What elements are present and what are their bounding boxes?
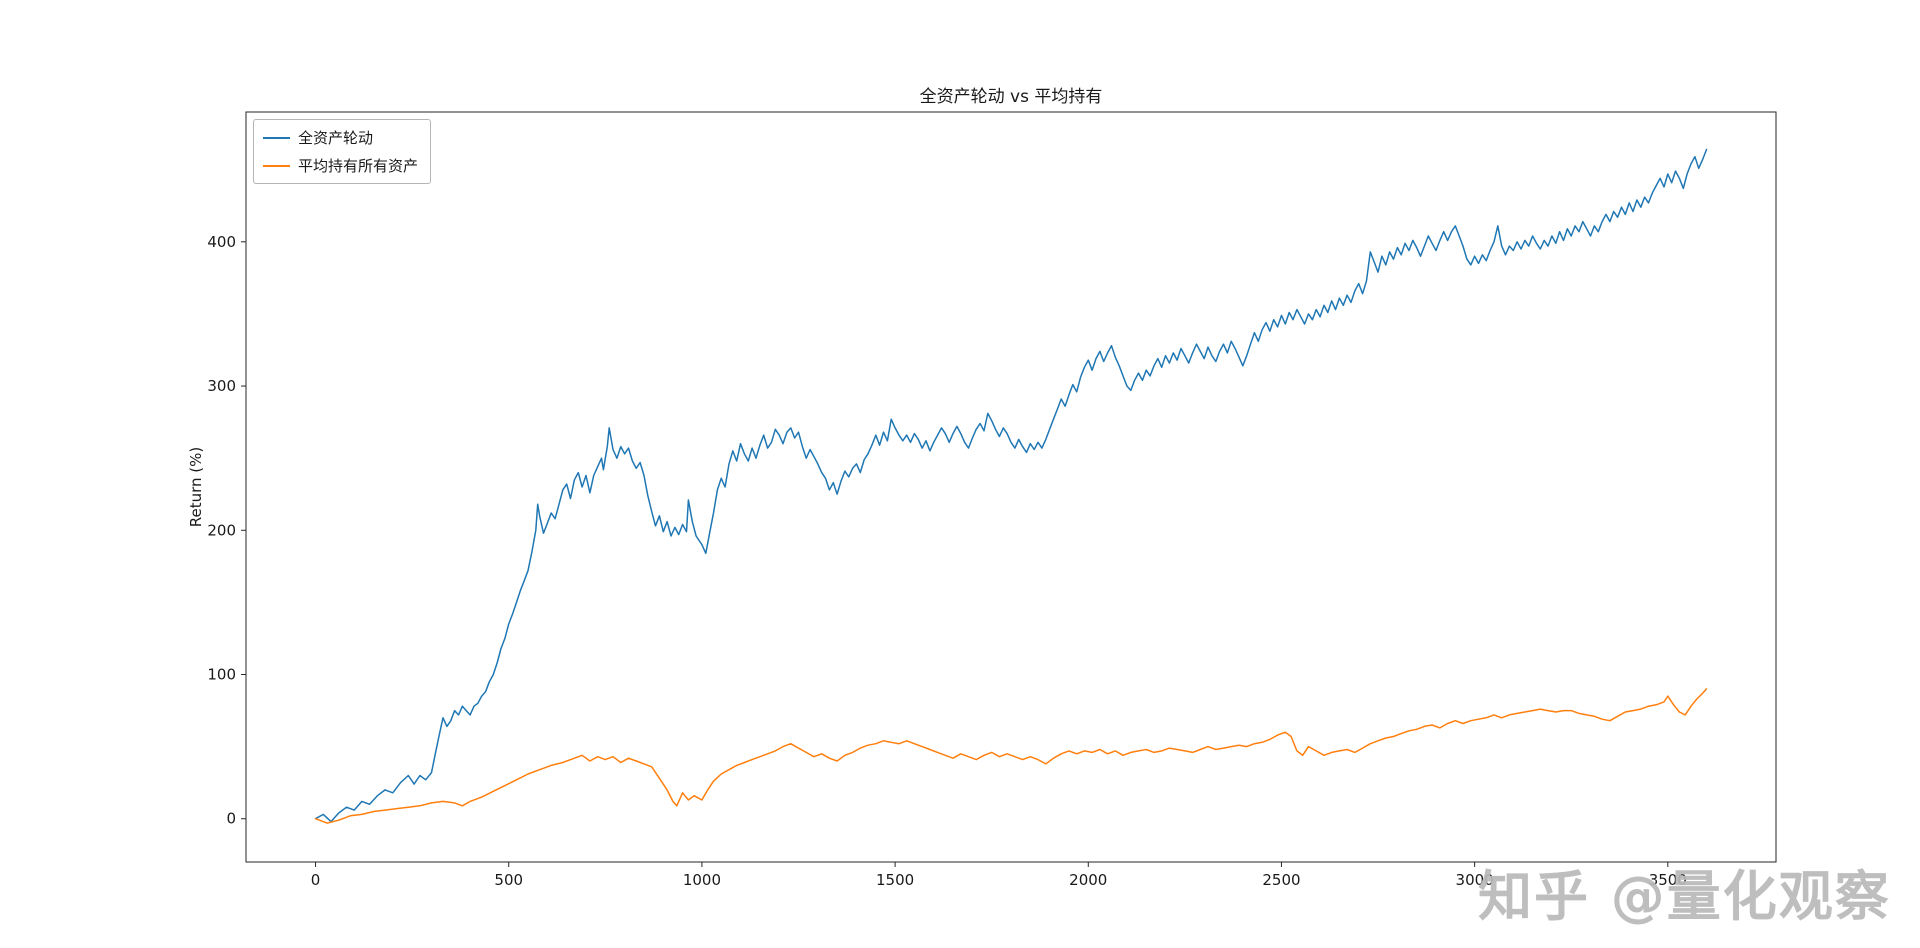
legend-item: 全资产轮动 [263, 127, 418, 148]
x-tick-label: 2000 [1069, 871, 1107, 889]
y-tick-label: 300 [207, 377, 236, 395]
legend-label: 全资产轮动 [298, 129, 374, 147]
legend-label: 平均持有所有资产 [298, 157, 419, 175]
legend: 全资产轮动 平均持有所有资产 [253, 119, 432, 184]
y-tick-label: 0 [226, 810, 236, 828]
x-tick-label: 500 [494, 871, 523, 889]
x-tick-label: 1000 [683, 871, 721, 889]
x-tick-label: 3500 [1649, 871, 1687, 889]
series-line-1 [314, 688, 1708, 824]
plot-border [245, 111, 1777, 863]
watermark: 知乎 @量化观察 [1478, 865, 1891, 928]
x-tick-label: 1500 [876, 871, 914, 889]
x-tick-label: 2500 [1262, 871, 1300, 889]
legend-line-swatch [263, 164, 290, 167]
chart-title: 全资产轮动 vs 平均持有 [919, 87, 1103, 107]
x-tick-label: 3000 [1456, 871, 1494, 889]
y-tick-label: 100 [207, 666, 236, 684]
x-tick-label: 0 [311, 871, 321, 889]
legend-line-swatch [263, 136, 290, 139]
y-tick-label: 400 [207, 233, 236, 251]
legend-item: 平均持有所有资产 [263, 155, 418, 176]
series-line-0 [314, 148, 1708, 823]
y-tick-label: 200 [207, 521, 236, 539]
